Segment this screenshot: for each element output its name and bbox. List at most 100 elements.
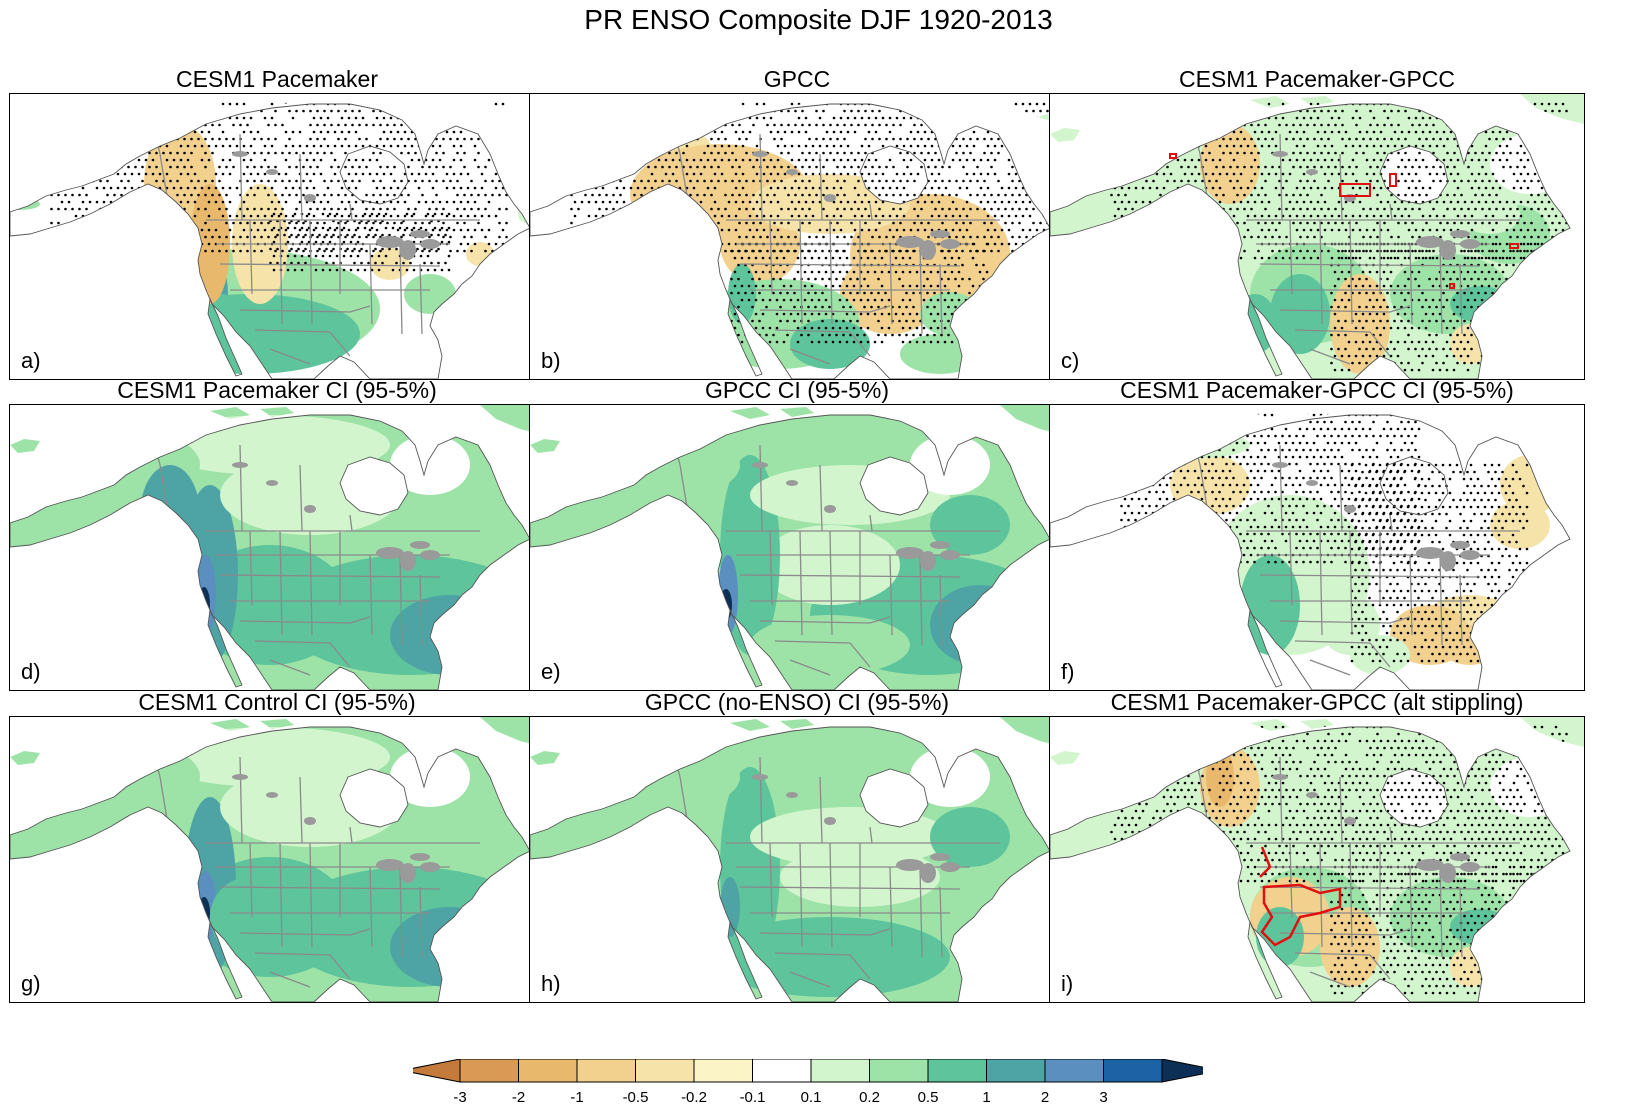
- stipple-dot: [1309, 200, 1313, 204]
- stipple-dot: [881, 144, 885, 148]
- stipple-dot: [1257, 109, 1260, 113]
- stipple-dot: [470, 235, 473, 239]
- lake: [1450, 230, 1470, 238]
- stipple-dot: [1187, 109, 1190, 113]
- stipple-dot: [1330, 434, 1333, 438]
- stipple-dot: [1386, 214, 1390, 218]
- stipple-dot: [155, 193, 158, 197]
- stipple-dot: [424, 102, 428, 106]
- stipple-dot: [839, 116, 843, 120]
- stipple-dot: [601, 228, 605, 232]
- stipple-dot: [293, 268, 297, 272]
- stipple-dot: [745, 207, 748, 211]
- stipple-dot: [1183, 158, 1187, 162]
- stipple-dot: [1442, 361, 1445, 365]
- stipple-dot: [1407, 158, 1411, 162]
- stipple-dot: [1540, 200, 1544, 204]
- stipple-dot: [162, 221, 165, 225]
- stipple-dot: [1498, 333, 1501, 337]
- stipple-dot: [1260, 130, 1264, 134]
- stipple-dot: [1558, 151, 1561, 155]
- stipple-dot: [916, 214, 920, 218]
- stipple-dot: [505, 249, 508, 253]
- stipple-dot: [1368, 427, 1372, 431]
- stipple-dot: [1484, 186, 1488, 190]
- stipple-dot: [1456, 200, 1460, 204]
- stipple-dot: [640, 249, 643, 253]
- stipple-dot: [1414, 249, 1417, 253]
- stipple-dot: [102, 144, 106, 148]
- stipple-dot: [1344, 291, 1347, 295]
- stipple-dot: [1323, 186, 1327, 190]
- stipple-dot: [277, 172, 281, 176]
- stipple-dot: [270, 200, 274, 204]
- stipple-dot: [1327, 123, 1330, 127]
- stipple-dot: [1372, 291, 1375, 295]
- stipple-dot: [1358, 116, 1362, 120]
- stipple-dot: [430, 233, 433, 237]
- stipple-dot: [1186, 413, 1190, 417]
- stipple-dot: [1498, 186, 1502, 190]
- stipple-dot: [779, 305, 782, 309]
- stipple-dot: [675, 109, 678, 113]
- stipple-dot: [225, 109, 228, 113]
- stipple-dot: [654, 235, 657, 239]
- stipple-dot: [804, 214, 808, 218]
- stipple-dot: [762, 200, 766, 204]
- stipple-dot: [1257, 193, 1260, 197]
- stipple-dot: [1404, 151, 1407, 155]
- stipple-dot: [1025, 235, 1028, 239]
- stipple-dot: [867, 214, 871, 218]
- stipple-dot: [197, 235, 200, 239]
- stipple-dot: [1358, 144, 1362, 148]
- stipple-dot: [810, 270, 814, 274]
- stipple-dot: [1239, 144, 1243, 148]
- stipple-dot: [179, 144, 183, 148]
- stipple-dot: [678, 214, 682, 218]
- lake: [400, 551, 416, 571]
- stipple-dot: [789, 312, 793, 316]
- stipple-dot: [1432, 207, 1435, 211]
- stipple-dot: [1404, 137, 1407, 141]
- stipple-dot: [891, 249, 894, 253]
- stipple-dot: [1222, 151, 1225, 155]
- stipple-dot: [969, 109, 972, 113]
- stipple-dot: [853, 116, 857, 120]
- stipple-dot: [1547, 305, 1550, 309]
- stipple-dot: [1505, 333, 1508, 337]
- stipple-dot: [319, 130, 323, 134]
- stipple-dot: [1526, 144, 1530, 148]
- stipple-dot: [1173, 249, 1176, 253]
- stipple-dot: [787, 221, 790, 225]
- stipple-dot: [878, 165, 881, 169]
- stipple-dot: [221, 102, 225, 106]
- stipple-dot: [696, 221, 699, 225]
- stipple-dot: [1134, 102, 1138, 106]
- stipple-dot: [878, 137, 881, 141]
- stipple-dot: [1021, 130, 1025, 134]
- stipple-dot: [1169, 130, 1173, 134]
- stipple-dot: [1498, 319, 1501, 323]
- stipple-dot: [1530, 249, 1533, 253]
- lake: [304, 194, 316, 202]
- stipple-dot: [633, 221, 636, 225]
- stipple-dot: [713, 228, 717, 232]
- stipple-dot: [263, 144, 267, 148]
- stipple-dot: [1032, 151, 1035, 155]
- stipple-dot: [1176, 420, 1179, 424]
- stipple-dot: [67, 130, 71, 134]
- stipple-dot: [1446, 109, 1449, 113]
- stipple-dot: [277, 200, 281, 204]
- stipple-dot: [1320, 151, 1323, 155]
- stipple-dot: [318, 247, 321, 251]
- stipple-dot: [67, 116, 71, 120]
- stipple-dot: [272, 254, 276, 258]
- stipple-dot: [675, 165, 678, 169]
- stipple-dot: [396, 102, 400, 106]
- stipple-dot: [1257, 249, 1260, 253]
- stipple-dot: [57, 207, 60, 211]
- stipple-dot: [1152, 151, 1155, 155]
- stipple-dot: [1372, 256, 1376, 260]
- stipple-dot: [158, 242, 162, 246]
- stipple-dot: [689, 179, 692, 183]
